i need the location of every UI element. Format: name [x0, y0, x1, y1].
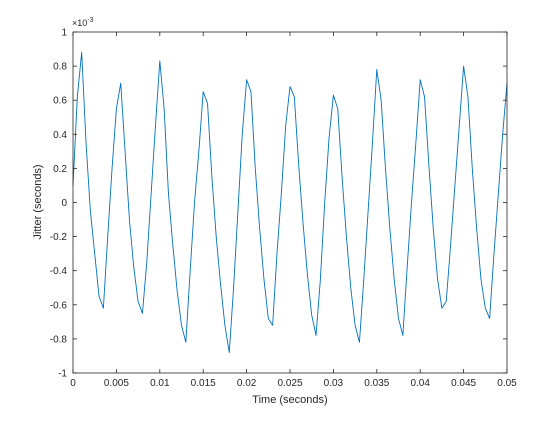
x-tick-label: 0.03: [324, 378, 344, 389]
x-axis-label: Time (seconds): [252, 394, 327, 406]
y-exponent-base: ×10: [72, 18, 87, 28]
y-tick-label: -0.8: [50, 334, 68, 345]
x-tick-label: 0.035: [364, 378, 389, 389]
x-tick-label: 0.045: [451, 378, 476, 389]
y-tick-label: -1: [58, 369, 67, 380]
x-tick-label: 0.015: [191, 378, 216, 389]
axes-box: [72, 31, 508, 374]
x-tick-label: 0.02: [237, 378, 257, 389]
plot-lines: [72, 52, 508, 353]
y-exponent-power: -3: [87, 17, 93, 24]
y-tick-label: 0: [61, 198, 67, 209]
y-tick-label: 0.4: [53, 130, 67, 141]
tick-labels: 0 0.005 0.01 0.015 0.02 0.025 0.03 0.035 0.04 0.0…: [50, 28, 517, 390]
y-tick-label: 0.8: [53, 62, 67, 73]
y-axis-label: Jitter (seconds): [32, 164, 44, 239]
y-tick-label: -0.4: [50, 266, 68, 277]
x-tick-label: 0: [70, 378, 76, 389]
axes-background: [73, 32, 507, 373]
y-tick-label: -0.2: [50, 232, 68, 243]
y-tick-label: 0.6: [53, 96, 67, 107]
y-exponent-label: ×10-3: [72, 17, 94, 28]
y-tick-label: -0.6: [50, 300, 68, 311]
x-tick-label: 0.005: [104, 378, 129, 389]
x-tick-label: 0.025: [277, 378, 302, 389]
y-tick-label: 1: [61, 28, 67, 39]
x-tick-label: 0.04: [410, 378, 430, 389]
x-tick-label: 0.01: [150, 378, 170, 389]
x-tick-label: 0.05: [497, 378, 517, 389]
series-line: [72, 52, 508, 353]
y-tick-label: 0.2: [53, 164, 67, 175]
